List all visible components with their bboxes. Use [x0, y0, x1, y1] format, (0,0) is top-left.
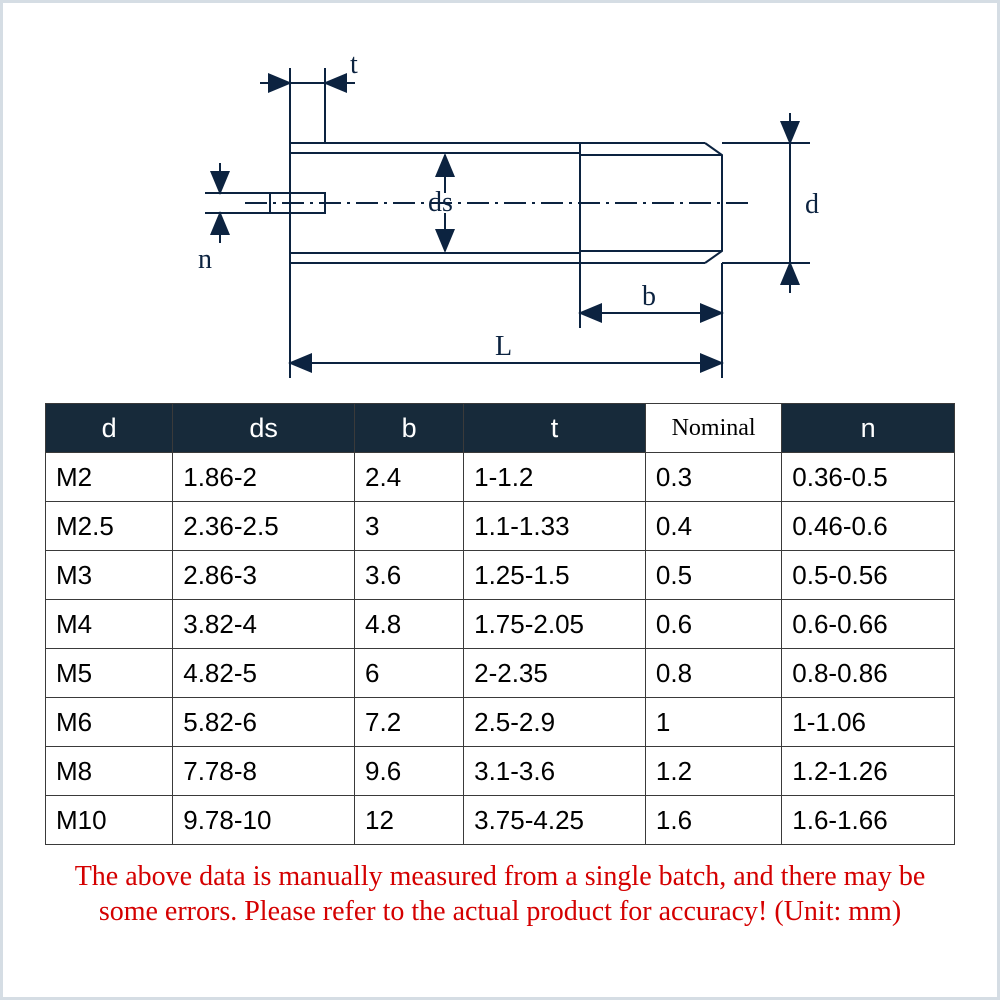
page-frame: t n ds d [0, 0, 1000, 1000]
col-header-nominal: Nominal [645, 404, 781, 453]
table-cell: 0.5 [645, 551, 781, 600]
table-row: M43.82-44.81.75-2.050.60.6-0.66 [46, 600, 955, 649]
table-cell: 3.6 [355, 551, 464, 600]
table-cell: 4.8 [355, 600, 464, 649]
table-cell: M2.5 [46, 502, 173, 551]
table-body: M21.86-22.41-1.20.30.36-0.5M2.52.36-2.53… [46, 453, 955, 845]
table-cell: 6 [355, 649, 464, 698]
spec-table: d ds b t Nominal n M21.86-22.41-1.20.30.… [45, 403, 955, 845]
table-cell: 2.36-2.5 [173, 502, 355, 551]
table-cell: 1-1.2 [464, 453, 646, 502]
col-header-d: d [46, 404, 173, 453]
table-row: M2.52.36-2.531.1-1.330.40.46-0.6 [46, 502, 955, 551]
table-header-row: d ds b t Nominal n [46, 404, 955, 453]
table-cell: 1.6-1.66 [782, 796, 955, 845]
table-cell: 1.1-1.33 [464, 502, 646, 551]
table-cell: 0.3 [645, 453, 781, 502]
table-row: M65.82-67.22.5-2.911-1.06 [46, 698, 955, 747]
table-cell: M6 [46, 698, 173, 747]
table-cell: 1.86-2 [173, 453, 355, 502]
table-cell: 4.82-5 [173, 649, 355, 698]
table-cell: M8 [46, 747, 173, 796]
table-cell: 0.8-0.86 [782, 649, 955, 698]
dim-label-ds: ds [428, 187, 453, 218]
table-cell: 2.86-3 [173, 551, 355, 600]
table-cell: 0.4 [645, 502, 781, 551]
table-cell: 0.6-0.66 [782, 600, 955, 649]
table-cell: 2-2.35 [464, 649, 646, 698]
footnote-text: The above data is manually measured from… [43, 859, 957, 929]
table-cell: 1 [645, 698, 781, 747]
dim-label-L: L [495, 331, 512, 362]
table-row: M21.86-22.41-1.20.30.36-0.5 [46, 453, 955, 502]
table-cell: 1.75-2.05 [464, 600, 646, 649]
table-cell: 3.82-4 [173, 600, 355, 649]
table-cell: 1-1.06 [782, 698, 955, 747]
table-cell: 0.6 [645, 600, 781, 649]
table-cell: M3 [46, 551, 173, 600]
table-cell: 0.8 [645, 649, 781, 698]
table-cell: 9.78-10 [173, 796, 355, 845]
table-cell: 2.5-2.9 [464, 698, 646, 747]
screw-diagram: t n ds d [150, 33, 850, 393]
table-cell: 1.2 [645, 747, 781, 796]
col-header-b: b [355, 404, 464, 453]
table-cell: 9.6 [355, 747, 464, 796]
table-cell: 0.5-0.56 [782, 551, 955, 600]
table-cell: 1.2-1.26 [782, 747, 955, 796]
table-cell: M4 [46, 600, 173, 649]
table-cell: 2.4 [355, 453, 464, 502]
table-row: M87.78-89.63.1-3.61.21.2-1.26 [46, 747, 955, 796]
table-cell: 12 [355, 796, 464, 845]
table-cell: 5.82-6 [173, 698, 355, 747]
dim-label-b: b [642, 281, 656, 312]
dim-label-n: n [198, 244, 212, 275]
col-header-t: t [464, 404, 646, 453]
table-cell: 3 [355, 502, 464, 551]
table-cell: M5 [46, 649, 173, 698]
table-cell: 0.46-0.6 [782, 502, 955, 551]
table-cell: M10 [46, 796, 173, 845]
table-cell: 3.75-4.25 [464, 796, 646, 845]
table-cell: 7.78-8 [173, 747, 355, 796]
table-cell: M2 [46, 453, 173, 502]
table-row: M109.78-10123.75-4.251.61.6-1.66 [46, 796, 955, 845]
dim-label-t: t [350, 49, 358, 80]
table-row: M32.86-33.61.25-1.50.50.5-0.56 [46, 551, 955, 600]
table-cell: 0.36-0.5 [782, 453, 955, 502]
col-header-ds: ds [173, 404, 355, 453]
dim-label-d: d [805, 189, 819, 220]
col-header-n: n [782, 404, 955, 453]
table-cell: 7.2 [355, 698, 464, 747]
diagram-svg: t n ds d [150, 33, 850, 393]
table-row: M54.82-562-2.350.80.8-0.86 [46, 649, 955, 698]
table-cell: 1.25-1.5 [464, 551, 646, 600]
table-cell: 1.6 [645, 796, 781, 845]
dimensions-table: d ds b t Nominal n M21.86-22.41-1.20.30.… [45, 403, 955, 845]
table-cell: 3.1-3.6 [464, 747, 646, 796]
